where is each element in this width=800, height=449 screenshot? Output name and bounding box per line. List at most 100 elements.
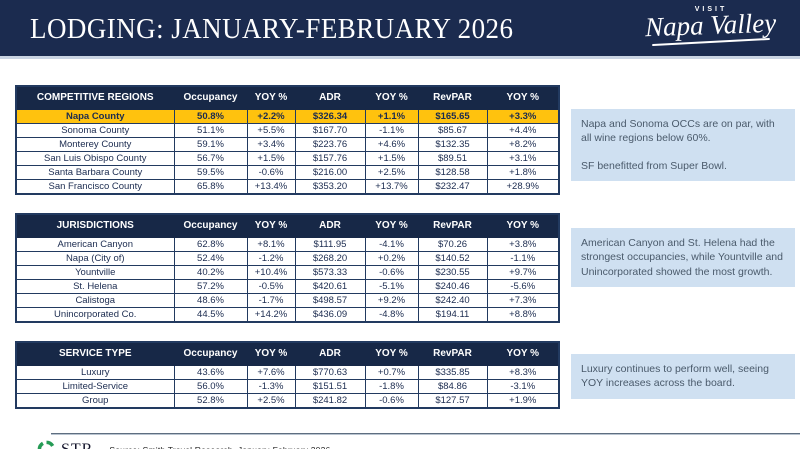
metric-cell: $70.26 bbox=[417, 237, 488, 252]
column-header: ADR bbox=[294, 341, 366, 366]
metric-cell: -0.6% bbox=[364, 265, 419, 280]
data-table: SERVICE TYPE Occupancy YOY % ADR YOY % RevPA… bbox=[15, 341, 560, 409]
table-row: Luxury 43.6% +7.6% $770.63 +0.7% $335.85 +8.3% bbox=[15, 365, 560, 380]
metric-cell: 57.2% bbox=[173, 279, 248, 294]
metric-cell: +5.5% bbox=[246, 123, 296, 138]
column-header: YOY % bbox=[486, 341, 560, 366]
metric-cell: -1.8% bbox=[364, 379, 419, 394]
metric-cell: $573.33 bbox=[294, 265, 366, 280]
table-row: Monterey County 59.1% +3.4% $223.76 +4.6% $13… bbox=[15, 137, 560, 152]
metric-cell: +13.7% bbox=[364, 179, 419, 195]
metric-cell: +2.2% bbox=[246, 109, 296, 124]
column-header: Occupancy bbox=[173, 213, 248, 238]
table-row: Napa (City of) 52.4% -1.2% $268.20 +0.2% $140… bbox=[15, 251, 560, 266]
metric-cell: +8.8% bbox=[486, 307, 560, 323]
metric-cell: -1.2% bbox=[246, 251, 296, 266]
metric-cell: $353.20 bbox=[294, 179, 366, 195]
metric-cell: -0.6% bbox=[246, 165, 296, 180]
metric-cell: +3.1% bbox=[486, 151, 560, 166]
footer-divider bbox=[51, 433, 800, 435]
metric-cell: -1.1% bbox=[364, 123, 419, 138]
row-label: Sonoma County bbox=[15, 123, 175, 138]
metric-cell: $223.76 bbox=[294, 137, 366, 152]
metric-cell: $230.55 bbox=[417, 265, 488, 280]
metric-cell: -0.5% bbox=[246, 279, 296, 294]
data-table: JURISDICTIONS Occupancy YOY % ADR YOY % RevP… bbox=[15, 213, 560, 323]
column-header: YOY % bbox=[364, 341, 419, 366]
page-title: LODGING: JANUARY-FEBRUARY 2026 bbox=[30, 13, 514, 45]
metric-cell: +13.4% bbox=[246, 179, 296, 195]
column-header: YOY % bbox=[486, 213, 560, 238]
metric-cell: $165.65 bbox=[417, 109, 488, 124]
logo-visit-label: VISIT bbox=[694, 6, 728, 13]
metric-cell: 65.8% bbox=[173, 179, 248, 195]
content-area: COMPETITIVE REGIONS Occupancy YOY % ADR YOY… bbox=[0, 59, 800, 449]
metric-cell: -1.1% bbox=[486, 251, 560, 266]
metric-cell: +0.2% bbox=[364, 251, 419, 266]
note-paragraph: American Canyon and St. Helena had the s… bbox=[581, 237, 783, 278]
str-pinwheel-icon bbox=[37, 440, 55, 449]
column-header: RevPAR bbox=[417, 341, 488, 366]
table-row: San Luis Obispo County 56.7% +1.5% $157.76 +… bbox=[15, 151, 560, 166]
metric-cell: +3.8% bbox=[486, 237, 560, 252]
footer: STR Source: Smith Travel Research, Janua… bbox=[15, 433, 800, 449]
row-label: Santa Barbara County bbox=[15, 165, 175, 180]
table-row: American Canyon 62.8% +8.1% $111.95 -4.1% $70… bbox=[15, 237, 560, 252]
data-table: COMPETITIVE REGIONS Occupancy YOY % ADR YOY… bbox=[15, 85, 560, 195]
metric-cell: -1.3% bbox=[246, 379, 296, 394]
metric-cell: $436.09 bbox=[294, 307, 366, 323]
row-label: San Francisco County bbox=[15, 179, 175, 195]
metric-cell: $111.95 bbox=[294, 237, 366, 252]
metric-cell: $194.11 bbox=[417, 307, 488, 323]
metric-cell: 43.6% bbox=[173, 365, 248, 380]
column-header: ADR bbox=[294, 213, 366, 238]
column-header: ADR bbox=[294, 85, 366, 110]
table-row: Group 52.8% +2.5% $241.82 -0.6% $127.57 +1.9% bbox=[15, 393, 560, 409]
metric-cell: 44.5% bbox=[173, 307, 248, 323]
metric-cell: $770.63 bbox=[294, 365, 366, 380]
metric-cell: 59.1% bbox=[173, 137, 248, 152]
table-row: Sonoma County 51.1% +5.5% $167.70 -1.1% $85.6… bbox=[15, 123, 560, 138]
metric-cell: +1.1% bbox=[364, 109, 419, 124]
metric-cell: $268.20 bbox=[294, 251, 366, 266]
table-body: Luxury 43.6% +7.6% $770.63 +0.7% $335.85 +8.3%… bbox=[15, 365, 560, 409]
metric-cell: $89.51 bbox=[417, 151, 488, 166]
metric-cell: 52.8% bbox=[173, 393, 248, 409]
metric-cell: -1.7% bbox=[246, 293, 296, 308]
metric-cell: +9.2% bbox=[364, 293, 419, 308]
row-label: San Luis Obispo County bbox=[15, 151, 175, 166]
table-bands: COMPETITIVE REGIONS Occupancy YOY % ADR YOY… bbox=[15, 85, 795, 409]
metric-cell: -4.1% bbox=[364, 237, 419, 252]
table-header-row: SERVICE TYPE Occupancy YOY % ADR YOY % RevPA… bbox=[15, 341, 560, 366]
metric-cell: $242.40 bbox=[417, 293, 488, 308]
header-bar: LODGING: JANUARY-FEBRUARY 2026 VISIT Nap… bbox=[0, 0, 800, 59]
metric-cell: 59.5% bbox=[173, 165, 248, 180]
row-label: Monterey County bbox=[15, 137, 175, 152]
row-label: Group bbox=[15, 393, 175, 409]
column-header: YOY % bbox=[364, 213, 419, 238]
metric-cell: +7.3% bbox=[486, 293, 560, 308]
metric-cell: $326.34 bbox=[294, 109, 366, 124]
metric-cell: +8.1% bbox=[246, 237, 296, 252]
table-header-row: COMPETITIVE REGIONS Occupancy YOY % ADR YOY… bbox=[15, 85, 560, 110]
table-row: Calistoga 48.6% -1.7% $498.57 +9.2% $242.40 +7… bbox=[15, 293, 560, 308]
metric-cell: $132.35 bbox=[417, 137, 488, 152]
row-label: Yountville bbox=[15, 265, 175, 280]
metric-cell: +4.6% bbox=[364, 137, 419, 152]
metric-cell: 50.8% bbox=[173, 109, 248, 124]
metric-cell: +3.3% bbox=[486, 109, 560, 124]
metric-cell: $241.82 bbox=[294, 393, 366, 409]
metric-cell: 62.8% bbox=[173, 237, 248, 252]
metric-cell: $167.70 bbox=[294, 123, 366, 138]
metric-cell: +8.2% bbox=[486, 137, 560, 152]
metric-cell: $157.76 bbox=[294, 151, 366, 166]
row-label: American Canyon bbox=[15, 237, 175, 252]
note-paragraph: Napa and Sonoma OCCs are on par, with al… bbox=[581, 118, 775, 145]
insight-callout: American Canyon and St. Helena had the s… bbox=[571, 228, 795, 288]
metric-cell: +2.5% bbox=[246, 393, 296, 409]
metric-cell: +9.7% bbox=[486, 265, 560, 280]
column-header: YOY % bbox=[364, 85, 419, 110]
metric-cell: $232.47 bbox=[417, 179, 488, 195]
table-row: Limited-Service 56.0% -1.3% $151.51 -1.8% $84… bbox=[15, 379, 560, 394]
metric-cell: $151.51 bbox=[294, 379, 366, 394]
